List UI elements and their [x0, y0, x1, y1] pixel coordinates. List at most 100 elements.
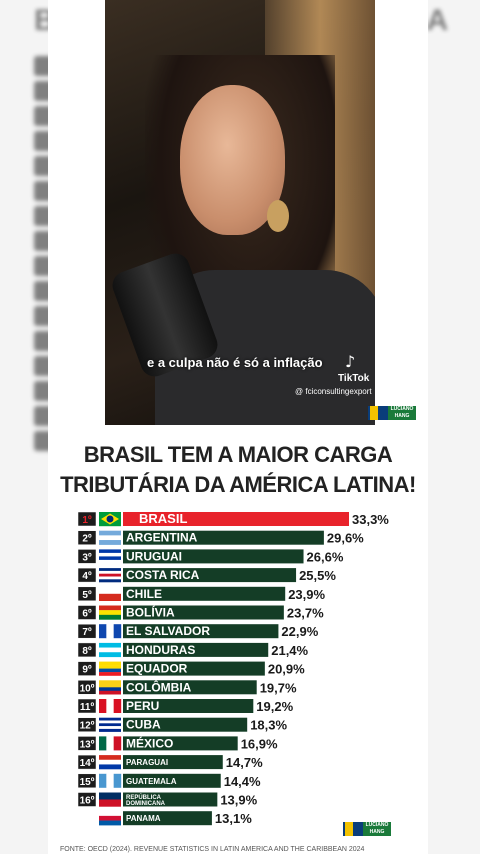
rank-badge	[77, 623, 97, 639]
category-label: COLÔMBIA	[126, 679, 192, 694]
category-label: ARGENTINA	[126, 531, 198, 545]
flag-stripe	[99, 593, 121, 601]
flag-stripe	[113, 773, 122, 788]
logo-mark-accent	[370, 406, 378, 420]
flag-stripe	[99, 573, 121, 577]
chart-bar	[123, 605, 284, 620]
flag-stripe	[99, 726, 121, 730]
earring	[267, 200, 289, 232]
tiktok-label: TikTok	[338, 373, 370, 384]
rank-label: 9º	[82, 665, 92, 676]
rank-badge	[77, 736, 97, 751]
flag-stripe	[99, 647, 121, 653]
chart-bar	[123, 736, 238, 751]
category-label: CHILE	[126, 587, 162, 601]
chart-bar	[123, 661, 265, 676]
chart-bar	[123, 624, 279, 639]
flag-stripe	[99, 755, 121, 760]
category-label: REPÚBLICA	[126, 794, 162, 801]
logo-mark-accent	[345, 822, 353, 836]
brand-logo-bottom: LUCIANO HANG	[343, 822, 391, 836]
flag-stripe	[99, 799, 121, 807]
chart-bar	[123, 811, 212, 826]
chart-bar	[123, 512, 349, 526]
category-label: BRASIL	[139, 511, 187, 526]
rank-label: 3º	[82, 552, 92, 563]
category-label: URUGUAI	[126, 549, 182, 563]
value-label: 22,9%	[281, 624, 318, 639]
flag-stripe	[99, 568, 121, 572]
flag-stripe	[99, 820, 121, 826]
rank-label: 14º	[80, 758, 95, 769]
flag-stripe	[99, 680, 121, 684]
chart-bar	[123, 792, 218, 807]
rank-label: 4º	[82, 571, 92, 582]
flag-stripe	[99, 552, 121, 557]
brand-logo-top: LUCIANO HANG	[368, 406, 416, 420]
rank-badge	[77, 661, 97, 676]
flag-stripe	[99, 811, 121, 817]
flag-stripe	[99, 576, 121, 580]
flag-stripe	[99, 815, 121, 821]
rank-label: 7º	[82, 627, 92, 638]
rank-label: 5º	[82, 590, 92, 601]
flag-stripe	[106, 624, 114, 639]
flag-stripe	[99, 699, 107, 713]
category-label: EL SALVADOR	[126, 624, 210, 638]
flag-stripe	[99, 720, 121, 724]
category-label: GUATEMALA	[126, 777, 177, 786]
value-label: 33,3%	[352, 512, 389, 527]
flag-stripe	[113, 736, 122, 751]
category-label: DOMINICANA	[126, 801, 166, 807]
chart-bar	[123, 549, 304, 564]
flag-stripe	[99, 665, 121, 669]
chart-bar	[123, 680, 257, 695]
category-label: HONDURAS	[126, 643, 195, 657]
flag-stripe	[99, 759, 121, 765]
flag-globe	[106, 515, 114, 523]
flag-stripe	[99, 535, 121, 541]
rank-badge	[77, 530, 97, 545]
flag-stripe	[99, 723, 121, 727]
value-label: 19,2%	[256, 699, 293, 714]
tiktok-handle: @ fciconsultingexport	[295, 387, 372, 396]
flag-stripe	[99, 540, 121, 545]
flag-stripe	[99, 728, 121, 732]
flag-stripe	[99, 690, 121, 695]
flag-stripe	[99, 687, 121, 691]
flag-stripe	[99, 559, 121, 564]
flag-stripe	[99, 586, 121, 594]
rank-label: 15º	[80, 777, 95, 788]
flag-stripe	[99, 661, 121, 666]
chart-bar	[123, 586, 286, 601]
video-frame[interactable]: e a culpa não é só a inflação ♪ TikTok @…	[105, 0, 375, 425]
value-label: 21,4%	[271, 643, 308, 658]
chart-title-line1: BRASIL TEM A MAIOR CARGA	[83, 442, 393, 467]
flag-stripe	[99, 672, 121, 676]
value-label: 14,7%	[226, 755, 263, 770]
value-label: 23,7%	[287, 606, 324, 621]
logo-text: LUCIANO HANG	[363, 822, 391, 836]
rank-label: 11º	[80, 702, 95, 713]
flag-stripe	[99, 717, 121, 721]
chart-bar	[123, 568, 297, 583]
flag-stripe	[99, 736, 107, 751]
rank-label: 1º	[82, 515, 92, 526]
rank-badge	[77, 511, 97, 527]
flag-stripe	[99, 570, 121, 574]
chart-bar	[123, 717, 248, 732]
chart-bar	[123, 699, 254, 713]
logo-line2: HANG	[369, 829, 385, 835]
flag-stripe	[99, 668, 121, 673]
value-label: 20,9%	[268, 662, 305, 677]
flag-stripe	[99, 530, 121, 536]
value-label: 19,7%	[260, 680, 297, 695]
rank-label: 2º	[82, 534, 92, 545]
value-label: 18,3%	[250, 718, 287, 733]
flag-stripe	[99, 652, 121, 658]
video-caption: e a culpa não é só a inflação	[147, 355, 323, 370]
rank-badge	[77, 605, 97, 620]
flag-stripe	[99, 773, 107, 788]
logo-text: LUCIANO HANG	[388, 406, 416, 420]
flag-stripe	[106, 736, 114, 751]
